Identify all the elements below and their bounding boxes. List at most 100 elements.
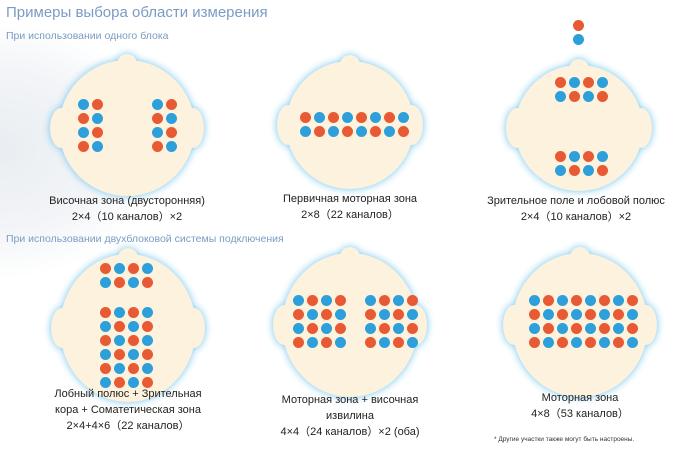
emitter-dot — [584, 308, 596, 320]
detector-dot — [612, 322, 624, 334]
detector-dot — [165, 112, 177, 124]
detector-dot — [528, 294, 540, 306]
emitter-dot — [141, 276, 153, 288]
nose-nub — [569, 59, 589, 79]
emitter-dot — [292, 336, 304, 348]
emitter-dot — [306, 294, 318, 306]
emitter-dot — [570, 322, 582, 334]
emitter-dot — [612, 336, 624, 348]
detector-dot — [334, 336, 346, 348]
emitter-dot — [406, 294, 418, 306]
example-caption: Моторная зона + височная — [281, 394, 419, 406]
emitter-dot — [99, 262, 111, 274]
emitter-dot — [113, 276, 125, 288]
detector-dot — [99, 376, 111, 388]
nose-nub — [340, 55, 360, 75]
emitter-dot — [397, 125, 409, 137]
detector-dot — [292, 294, 304, 306]
detector-dot — [556, 294, 568, 306]
emitter-dot — [151, 112, 163, 124]
nose-nub — [340, 247, 360, 267]
detector-dot — [568, 150, 580, 162]
detector-dot — [355, 125, 367, 137]
detector-dot — [582, 164, 594, 176]
detector-dot — [626, 336, 638, 348]
section-single-block: При использовании одного блока — [6, 30, 169, 42]
left-ear — [51, 308, 73, 348]
emitter-dot — [598, 294, 610, 306]
detector-dot — [584, 294, 596, 306]
detector-dot — [596, 76, 608, 88]
emitter-dot — [127, 262, 139, 274]
emitter-dot — [582, 76, 594, 88]
detector-dot — [165, 140, 177, 152]
emitter-dot — [378, 322, 390, 334]
detector-dot — [397, 111, 409, 123]
detector-dot — [554, 164, 566, 176]
detector-dot — [77, 98, 89, 110]
emitter-dot — [327, 111, 339, 123]
detector-dot — [292, 322, 304, 334]
detector-dot — [528, 322, 540, 334]
detector-dot — [542, 336, 554, 348]
emitter-dot — [292, 308, 304, 320]
emitter-dot — [165, 126, 177, 138]
emitter-dot — [554, 150, 566, 162]
section-dual-block: При использовании двухблоковой системы п… — [6, 233, 284, 245]
detector-dot — [141, 334, 153, 346]
example-caption: 4×8（53 каналов） — [531, 408, 629, 420]
detector-dot — [612, 294, 624, 306]
detector-dot — [141, 306, 153, 318]
detector-dot — [320, 322, 332, 334]
example-caption: Первичная моторная зона — [282, 193, 418, 205]
detector-dot — [364, 322, 376, 334]
example-caption: извилина — [326, 410, 374, 422]
emitter-dot — [383, 111, 395, 123]
emitter-dot — [542, 322, 554, 334]
emitter-dot — [598, 322, 610, 334]
nose-nub — [117, 54, 137, 74]
detector-dot — [392, 322, 404, 334]
detector-dot — [364, 294, 376, 306]
emitter-dot — [596, 164, 608, 176]
emitter-dot — [313, 125, 325, 137]
example-caption: Височная зона (двусторонняя) — [49, 195, 205, 207]
emitter-dot — [392, 308, 404, 320]
detector-dot — [113, 362, 125, 374]
example-caption: 2×4+4×6（22 каналов） — [66, 420, 190, 432]
detector-dot — [99, 276, 111, 288]
emitter-dot — [554, 76, 566, 88]
detector-dot — [570, 308, 582, 320]
detector-dot — [141, 262, 153, 274]
emitter-dot — [127, 334, 139, 346]
left-ear — [506, 108, 528, 148]
emitter-dot — [151, 140, 163, 152]
emitter-dot — [77, 112, 89, 124]
left-ear — [277, 105, 299, 145]
emitter-dot — [364, 308, 376, 320]
detector-dot — [406, 308, 418, 320]
detector-dot — [299, 125, 311, 137]
detector-dot — [341, 111, 353, 123]
emitter-dot — [369, 125, 381, 137]
detector-dot — [127, 348, 139, 360]
example-caption: 2×4（10 каналов）×2 — [71, 211, 183, 223]
emitter-dot — [299, 111, 311, 123]
detector-dot — [596, 150, 608, 162]
emitter-dot — [113, 348, 125, 360]
emitter-dot — [341, 125, 353, 137]
detector-dot — [378, 336, 390, 348]
detector-dot — [320, 294, 332, 306]
detector-dot — [556, 322, 568, 334]
example-caption: Моторная зона — [541, 392, 619, 404]
emitter-dot — [542, 294, 554, 306]
emitter-dot — [127, 306, 139, 318]
emitter-dot — [568, 90, 580, 102]
detector-dot — [141, 362, 153, 374]
detector-dot — [99, 348, 111, 360]
emitter-dot — [113, 320, 125, 332]
page-title: Примеры выбора области измерения — [6, 4, 268, 21]
detector-dot — [99, 320, 111, 332]
